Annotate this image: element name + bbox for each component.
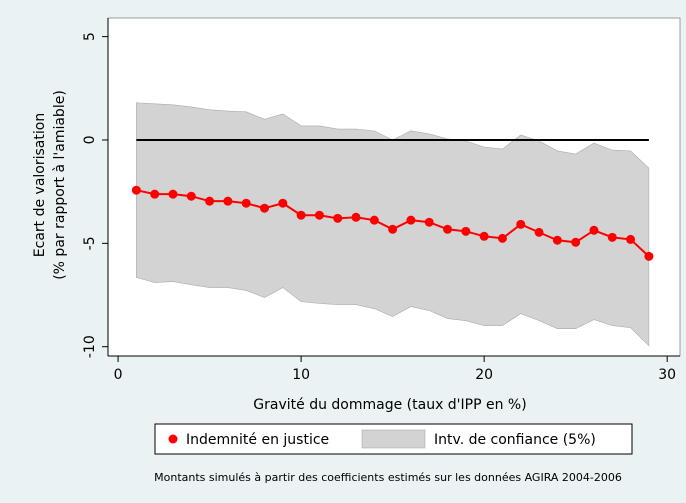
x-tick-label: 10 bbox=[292, 367, 310, 383]
y-axis-title: Ecart de valorisation bbox=[32, 113, 48, 257]
marker bbox=[443, 224, 453, 234]
legend-marker bbox=[168, 434, 178, 444]
y-tick-label: -10 bbox=[82, 335, 98, 358]
marker bbox=[314, 210, 324, 220]
x-axis-title: Gravité du dommage (taux d'IPP en %) bbox=[253, 397, 526, 413]
marker bbox=[333, 213, 343, 223]
x-tick-label: 30 bbox=[658, 367, 676, 383]
marker bbox=[168, 189, 178, 199]
marker bbox=[571, 237, 581, 247]
marker bbox=[644, 251, 654, 261]
x-tick-label: 20 bbox=[475, 367, 493, 383]
marker bbox=[241, 198, 251, 208]
note: Montants simulés à partir des coefficien… bbox=[154, 471, 622, 484]
y-tick-label: 0 bbox=[82, 136, 98, 145]
confidence-band bbox=[136, 102, 650, 347]
marker bbox=[223, 196, 233, 206]
marker bbox=[424, 217, 434, 227]
marker bbox=[497, 233, 507, 243]
legend-label: Indemnité en justice bbox=[186, 432, 329, 448]
y-tick-label: -5 bbox=[82, 236, 98, 250]
marker bbox=[278, 198, 288, 208]
y-tick-label: 5 bbox=[82, 32, 98, 41]
marker bbox=[186, 191, 196, 201]
marker bbox=[406, 215, 416, 225]
marker bbox=[516, 219, 526, 229]
marker bbox=[607, 232, 617, 242]
marker bbox=[150, 189, 160, 199]
marker bbox=[479, 231, 489, 241]
y-axis-title: (% par rapport à l'amiable) bbox=[52, 90, 68, 280]
marker bbox=[388, 224, 398, 234]
legend-label: Intv. de confiance (5%) bbox=[434, 432, 596, 448]
marker bbox=[205, 196, 215, 206]
marker bbox=[351, 212, 361, 222]
marker bbox=[131, 185, 141, 195]
marker bbox=[461, 226, 471, 236]
marker bbox=[626, 234, 636, 244]
marker bbox=[259, 203, 269, 213]
x-tick-label: 0 bbox=[114, 367, 123, 383]
legend-swatch bbox=[361, 429, 426, 449]
marker bbox=[296, 210, 306, 220]
marker bbox=[534, 227, 544, 237]
marker bbox=[552, 235, 562, 245]
marker bbox=[589, 225, 599, 235]
marker bbox=[369, 215, 379, 225]
